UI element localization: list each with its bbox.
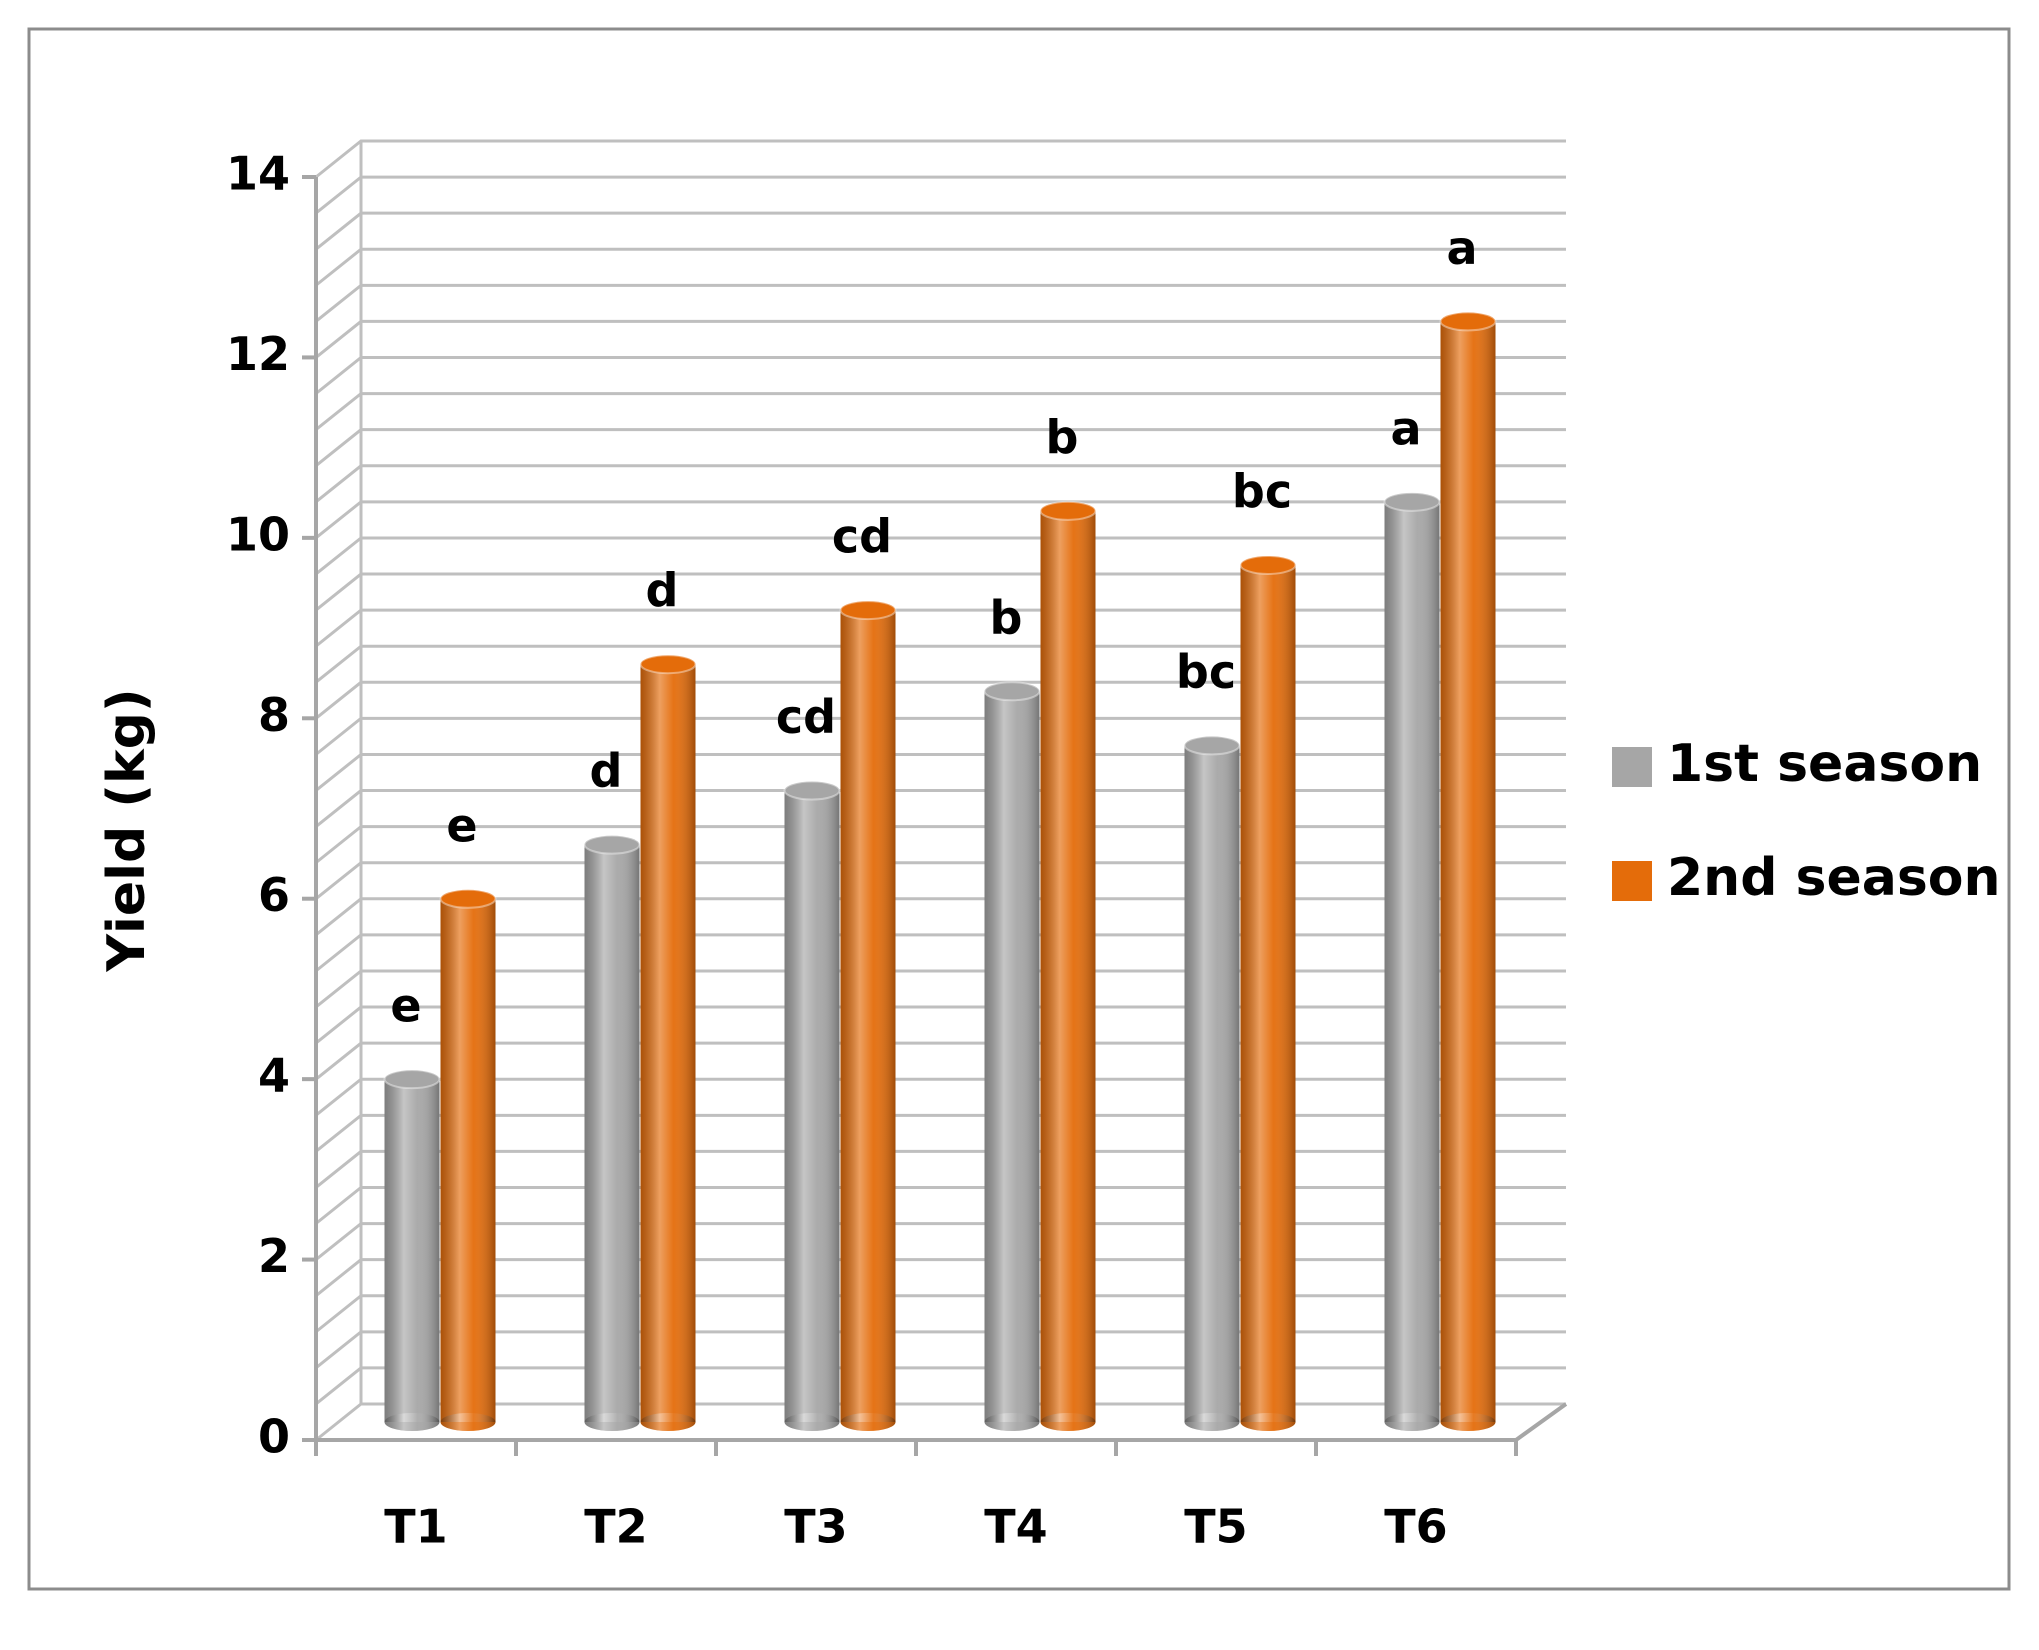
significance-letter: cd: [776, 690, 836, 744]
bar-top: [1183, 735, 1241, 756]
bar-top: [1239, 554, 1297, 575]
bar: [839, 600, 897, 1431]
bar: [439, 888, 497, 1431]
significance-letter: b: [990, 591, 1023, 645]
bar-shade: [1184, 745, 1240, 1422]
legend-swatch: [1612, 861, 1652, 901]
significance-letter: bc: [1232, 464, 1292, 518]
bar-base-shade: [984, 1413, 1040, 1431]
y-tick-label: 4: [258, 1049, 290, 1103]
bar-shade: [1440, 321, 1496, 1422]
bar-top: [783, 780, 841, 801]
bar: [583, 834, 641, 1431]
y-tick-label: 14: [226, 147, 290, 201]
y-tick-label: 0: [258, 1410, 290, 1464]
bar-base-shade: [1040, 1413, 1096, 1431]
bar-top: [1039, 500, 1097, 521]
bar: [983, 681, 1041, 1431]
y-tick-label: 8: [258, 688, 290, 742]
significance-letter: b: [1046, 410, 1079, 464]
bar: [1039, 500, 1097, 1431]
bar-base-shade: [440, 1413, 496, 1431]
bar-base-shade: [640, 1413, 696, 1431]
bar-base-shade: [784, 1413, 840, 1431]
legend-label: 1st season: [1667, 734, 1982, 794]
bar-base-shade: [1384, 1413, 1440, 1431]
x-tick-label: T4: [984, 1500, 1047, 1554]
bar-base-shade: [584, 1413, 640, 1431]
bar-top: [1383, 491, 1441, 512]
bar-top: [439, 888, 497, 909]
significance-letter: cd: [832, 510, 892, 564]
x-tick-label: T2: [584, 1500, 647, 1554]
significance-letter: e: [446, 798, 477, 852]
bar: [639, 654, 697, 1431]
bar-base-shade: [1240, 1413, 1296, 1431]
bar-base-shade: [384, 1413, 440, 1431]
significance-letter: e: [390, 979, 421, 1033]
bar-top: [983, 681, 1041, 702]
bar-shade: [640, 664, 696, 1422]
y-tick-label: 2: [258, 1229, 290, 1283]
bar-top: [583, 834, 641, 855]
bar-shade: [1240, 564, 1296, 1422]
x-tick-label: T6: [1384, 1500, 1447, 1554]
bar-shade: [1040, 510, 1096, 1423]
legend-swatch: [1612, 747, 1652, 787]
bar-shade: [384, 1079, 440, 1422]
y-axis-label: Yield (kg): [97, 688, 157, 972]
y-tick-label: 12: [226, 327, 290, 381]
y-tick-label: 10: [226, 507, 290, 561]
significance-letter: bc: [1176, 645, 1236, 699]
significance-letter: d: [646, 564, 679, 618]
bar: [1439, 311, 1497, 1431]
bar-shade: [984, 691, 1040, 1422]
significance-letter: d: [590, 744, 623, 798]
bar: [783, 780, 841, 1431]
bar-shade: [584, 844, 640, 1422]
bar-shade: [440, 898, 496, 1422]
bar: [1383, 491, 1441, 1431]
significance-letter: a: [1390, 401, 1421, 455]
bar-top: [383, 1069, 441, 1090]
x-tick-label: T5: [1184, 1500, 1247, 1554]
legend-label: 2nd season: [1667, 848, 2001, 908]
y-tick-label: 6: [258, 868, 290, 922]
bar: [383, 1069, 441, 1431]
bar-top: [839, 600, 897, 621]
bar: [1239, 554, 1297, 1431]
bar-shade: [1384, 501, 1440, 1422]
significance-letter: a: [1446, 221, 1477, 275]
bar-shade: [784, 790, 840, 1422]
bar-top: [1439, 311, 1497, 332]
x-tick-label: T1: [384, 1500, 447, 1554]
bar-base-shade: [840, 1413, 896, 1431]
bar-top: [639, 654, 697, 675]
bar-shade: [840, 610, 896, 1422]
x-tick-label: T3: [784, 1500, 847, 1554]
bar-base-shade: [1184, 1413, 1240, 1431]
bar-base-shade: [1440, 1413, 1496, 1431]
bar: [1183, 735, 1241, 1431]
